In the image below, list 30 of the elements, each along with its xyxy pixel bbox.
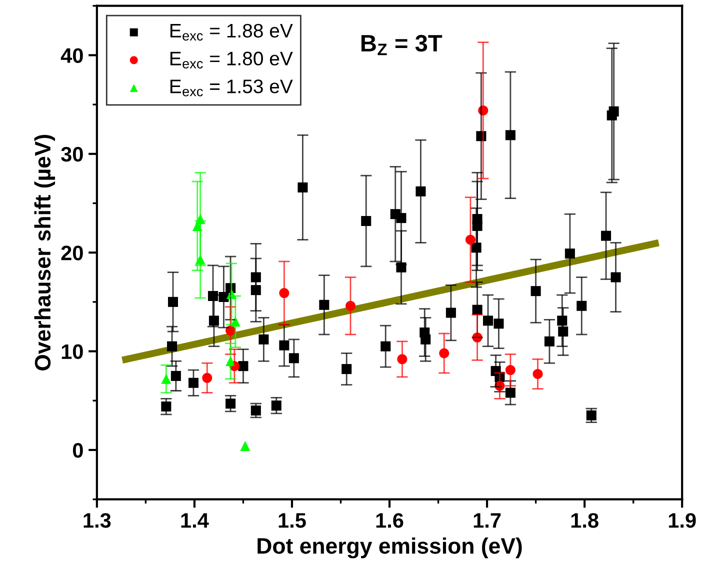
x-tick-label: 1.7 [474,513,501,528]
point [167,341,178,352]
x-tick-label: 1.4 [181,513,209,528]
x-tick-label: 1.3 [84,513,111,528]
point [226,398,236,409]
x-axis-title: Dot energy emission (eV) [258,537,522,558]
point [505,388,516,398]
legend-label: E$_{exc}$ = 1.88 eV [170,24,293,41]
point [601,230,612,241]
x-tick-label: 1.6 [376,513,404,528]
point [544,336,554,346]
point [188,378,198,388]
point [494,318,504,329]
y-tick-label: 40 [60,48,83,63]
point [483,316,494,326]
point [446,308,456,318]
point [240,441,250,452]
y-tick-label: 0 [72,442,83,458]
annotation: B$_{Z}$ = 3T [361,34,442,56]
y-tick-label: 10 [62,344,83,360]
legend-label: E$_{exc}$ = 1.80 eV [170,52,293,68]
x-tick-label: 1.5 [278,513,306,528]
point [168,296,178,307]
point [505,130,516,140]
y-tick-label: 20 [61,246,83,260]
x-tick-label: 1.9 [668,513,696,528]
y-axis-title: Overhauser shift (µeV) [34,134,56,370]
legend-label: E$_{exc}$ = 1.53 eV [170,80,293,96]
y-tick-label: 30 [61,146,83,162]
x-tick-label: 1.8 [571,513,598,528]
